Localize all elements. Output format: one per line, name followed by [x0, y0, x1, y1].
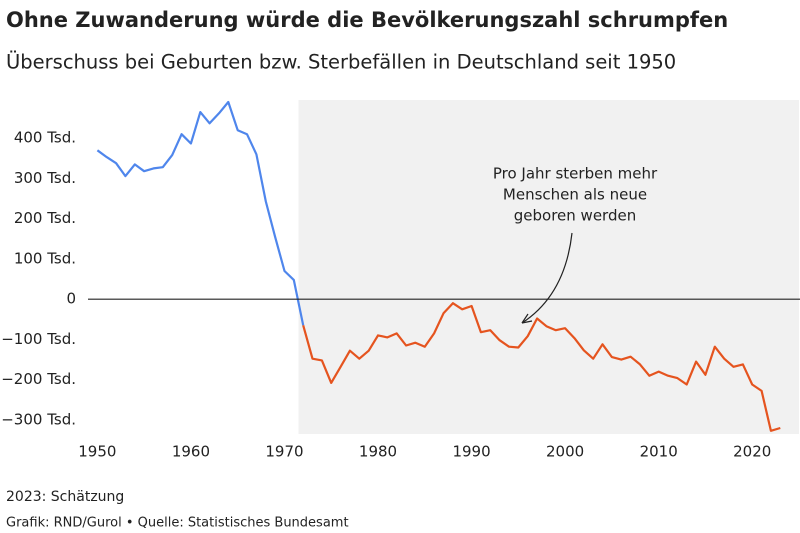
x-tick-label: 1980 — [359, 443, 397, 461]
y-tick-label: 200 Tsd. — [14, 209, 76, 227]
note: 2023: Schätzung — [6, 489, 124, 505]
source: Grafik: RND/Gurol • Quelle: Statistische… — [6, 516, 349, 531]
x-tick-label: 1990 — [452, 443, 490, 461]
annotation-arrowhead — [521, 313, 533, 324]
chart-title: Ohne Zuwanderung würde die Bevölkerungsz… — [6, 8, 728, 32]
x-tick-label: 2010 — [640, 443, 678, 461]
x-tick-label: 2000 — [546, 443, 584, 461]
x-tick-label: 1960 — [172, 443, 210, 461]
y-tick-label: 400 Tsd. — [14, 129, 76, 147]
y-tick-label: 100 Tsd. — [14, 249, 76, 267]
series-line — [302, 302, 781, 432]
x-tick-label: 2020 — [733, 443, 771, 461]
y-tick-label: 300 Tsd. — [14, 169, 76, 187]
y-tick-label: −300 Tsd. — [1, 410, 76, 428]
annotation-arrow — [521, 232, 573, 324]
y-tick-label: −200 Tsd. — [1, 370, 76, 388]
annotation: Menschen als neue — [503, 186, 647, 204]
series-line — [96, 100, 305, 326]
plot-area: −300 Tsd. −200 Tsd. −100 Tsd. 0 100 Tsd. 200 … — [1, 100, 800, 461]
y-tick-label: −100 Tsd. — [1, 330, 76, 348]
annotation: Pro Jahr sterben mehr — [493, 165, 658, 183]
x-tick-label: 1970 — [265, 443, 303, 461]
chart-subtitle: Überschuss bei Geburten bzw. Sterbefälle… — [6, 51, 676, 74]
shaded-region — [298, 100, 799, 434]
x-tick-label: 1950 — [78, 443, 116, 461]
y-tick-label: 0 — [66, 290, 76, 308]
annotation: geboren werden — [514, 207, 636, 225]
